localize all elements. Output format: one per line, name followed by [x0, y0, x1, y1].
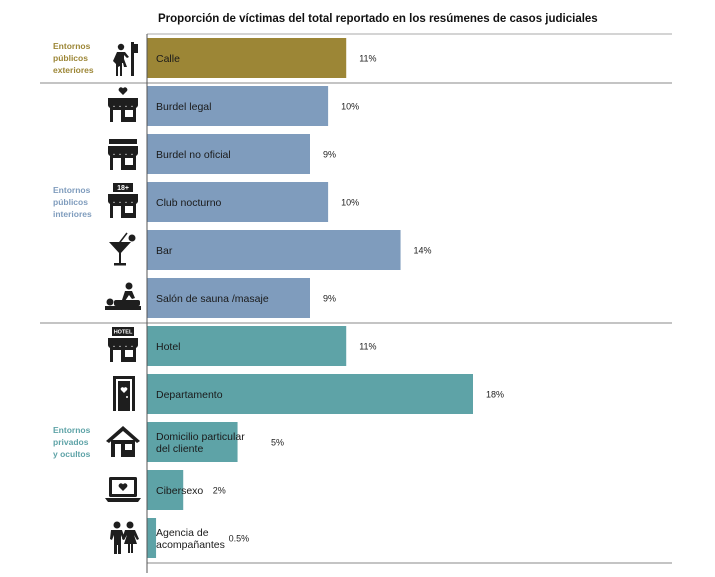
- group-label: interiores: [53, 209, 92, 219]
- group-label: privados: [53, 437, 89, 447]
- bar-label: acompañantes: [156, 539, 225, 551]
- bar-label: Burdel legal: [156, 101, 211, 113]
- value-label: 9%: [323, 150, 336, 160]
- icon-text: HOTEL: [114, 330, 133, 336]
- bar-label: Club nocturno: [156, 197, 222, 209]
- bar-label: Departamento: [156, 389, 223, 401]
- bar: [147, 230, 401, 270]
- door-heart-icon: [113, 376, 135, 411]
- laptop-heart-icon: [105, 477, 141, 502]
- bar: [147, 86, 329, 126]
- bar-label: Burdel no oficial: [156, 149, 231, 161]
- street-sign-person-icon: [113, 42, 138, 76]
- bar-label: Hotel: [156, 341, 181, 353]
- massage-icon: [105, 282, 141, 310]
- bar-label: Salón de sauna /masaje: [156, 293, 269, 305]
- group-label: Entornos: [53, 41, 91, 51]
- value-label: 0.5%: [229, 534, 250, 544]
- value-label: 11%: [359, 342, 376, 352]
- bar-label: Agencia de: [156, 527, 209, 539]
- group-label: y ocultos: [53, 449, 91, 459]
- bar-label: Bar: [156, 245, 173, 257]
- icon-text: 18+: [117, 185, 129, 192]
- group-label: Entornos: [53, 185, 91, 195]
- bar-label: Calle: [156, 53, 180, 65]
- bar: [147, 422, 238, 462]
- bar: [147, 326, 347, 366]
- bar: [147, 182, 329, 222]
- bar: [147, 134, 310, 174]
- group-label: exteriores: [53, 65, 94, 75]
- bar-label: Cibersexo: [156, 485, 203, 497]
- bar-label: Domicilio particular: [156, 431, 245, 443]
- shop-icon: [108, 139, 138, 170]
- value-label: 5%: [271, 438, 284, 448]
- couple-icon: [110, 521, 139, 554]
- value-label: 14%: [414, 246, 432, 256]
- bar: [147, 278, 310, 318]
- hotel-icon: HOTEL: [108, 327, 138, 362]
- value-label: 10%: [341, 198, 359, 208]
- group-label: públicos: [53, 197, 88, 207]
- value-label: 2%: [213, 486, 226, 496]
- value-label: 9%: [323, 294, 336, 304]
- bar: [147, 38, 347, 78]
- cocktail-icon: [109, 232, 136, 266]
- group-label: públicos: [53, 53, 88, 63]
- bar: [147, 374, 473, 414]
- value-label: 18%: [486, 390, 504, 400]
- shop-heart-icon: [108, 87, 138, 122]
- bar: [147, 518, 157, 558]
- group-label: Entornos: [53, 425, 91, 435]
- bar: [147, 470, 184, 510]
- value-label: 11%: [359, 54, 376, 64]
- house-icon: [106, 426, 140, 457]
- bar-label: del cliente: [156, 443, 203, 455]
- club-18-plus-icon: 18+: [108, 183, 138, 218]
- value-label: 10%: [341, 102, 359, 112]
- chart-title: Proporción de víctimas del total reporta…: [158, 13, 598, 25]
